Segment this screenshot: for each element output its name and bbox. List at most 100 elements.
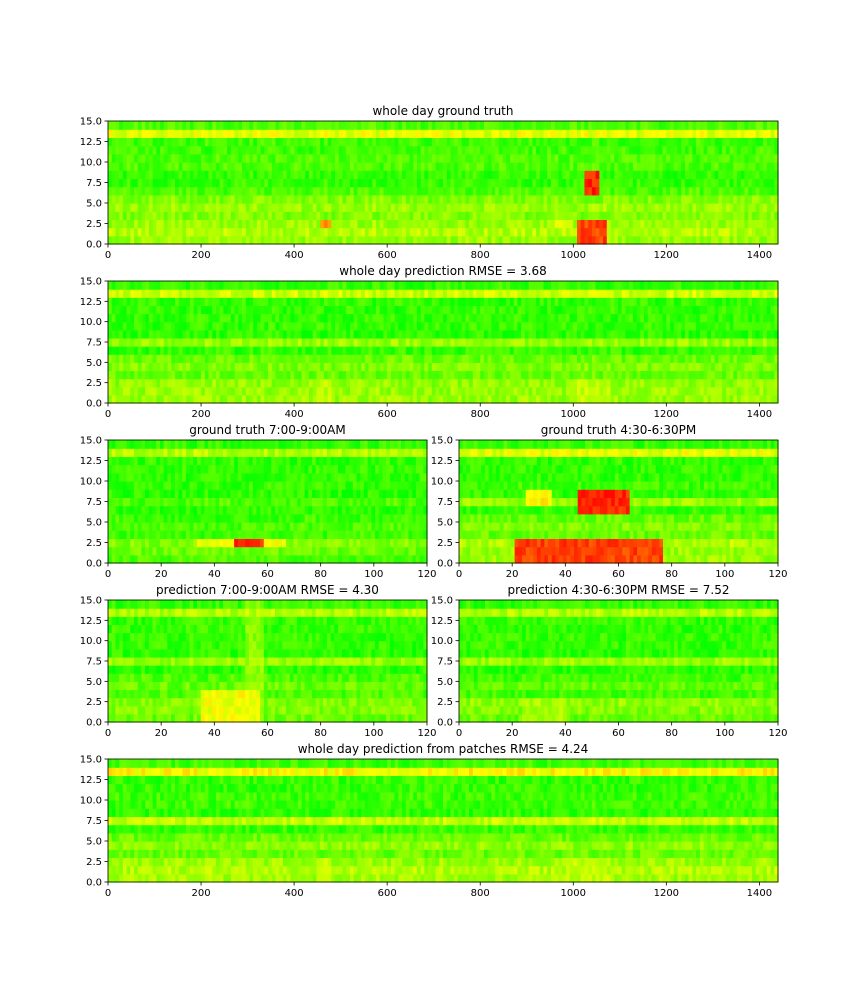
heatmap-cell [111, 370, 117, 380]
heatmap-cell [271, 211, 277, 220]
heatmap-cell [279, 386, 284, 396]
heatmap-cell [640, 162, 645, 171]
heatmap-cell [521, 194, 526, 204]
heatmap-cell [178, 346, 184, 355]
heatmap-cell [290, 162, 295, 171]
heatmap-cell [215, 137, 221, 147]
heatmap-cell [554, 227, 559, 237]
heatmap-cell [178, 203, 184, 212]
heatmap-cell [655, 354, 660, 363]
heatmap-cell [364, 178, 370, 188]
heatmap-cell [182, 186, 187, 196]
heatmap-cell [707, 186, 712, 196]
heatmap-cell [744, 121, 749, 130]
heatmap-cell [446, 121, 452, 130]
heatmap-cell [309, 219, 314, 229]
heatmap-cell [521, 129, 526, 138]
heatmap-cell [751, 313, 757, 323]
heatmap-cell [755, 178, 760, 188]
heatmap-cell [342, 121, 347, 130]
heatmap-cell [666, 186, 671, 196]
heatmap-cell [126, 194, 131, 204]
heatmap-cell [740, 153, 746, 163]
heatmap-cell [472, 394, 478, 404]
heatmap-cell [636, 394, 641, 404]
heatmap-cell [614, 219, 619, 229]
heatmap-cell [223, 378, 228, 388]
heatmap-cell [163, 386, 169, 396]
heatmap-cell [740, 321, 746, 331]
heatmap-cell [588, 153, 593, 163]
heatmap-cell [316, 162, 321, 171]
heatmap-cell [681, 121, 686, 130]
heatmap-cell [182, 162, 187, 171]
heatmap-cell [402, 121, 407, 130]
heatmap-cell [532, 137, 537, 147]
heatmap-cell [729, 145, 734, 155]
heatmap-cell [428, 162, 433, 171]
heatmap-cell [286, 337, 291, 347]
heatmap-cell [349, 170, 355, 179]
heatmap-cell [372, 386, 377, 396]
heatmap-cell [193, 178, 198, 188]
heatmap-cell [331, 378, 336, 388]
heatmap-cell [647, 313, 653, 323]
heatmap-cell [487, 329, 492, 339]
heatmap-cell [260, 211, 265, 220]
heatmap-cell [625, 219, 630, 229]
heatmap-cell [148, 329, 154, 339]
heatmap-cell [517, 362, 522, 372]
heatmap-cell [584, 313, 589, 323]
heatmap-cell [156, 129, 161, 138]
heatmap-cell [662, 162, 667, 171]
heatmap-cell [443, 346, 448, 355]
heatmap-cell [688, 329, 693, 339]
heatmap-cell [740, 235, 746, 245]
heatmap-cell [342, 346, 347, 355]
heatmap-cell [644, 227, 649, 237]
heatmap-cell [476, 186, 481, 196]
heatmap-cell [178, 137, 184, 147]
heatmap-cell [487, 378, 492, 388]
heatmap-cell [625, 337, 630, 347]
heatmap-cell [580, 378, 586, 388]
heatmap-cell [543, 162, 548, 171]
heatmap-cell [506, 121, 511, 130]
heatmap-cell [450, 362, 455, 372]
heatmap-cell [331, 354, 336, 363]
heatmap-cell [707, 227, 712, 237]
heatmap-cell [260, 227, 265, 237]
heatmap-cell [361, 170, 366, 179]
heatmap-cell [640, 337, 645, 347]
heatmap-cell [402, 362, 407, 372]
heatmap-cell [331, 121, 336, 130]
heatmap-cell [394, 162, 399, 171]
heatmap-cell [193, 121, 198, 130]
heatmap-cell [420, 305, 425, 315]
heatmap-cell [193, 337, 198, 347]
heatmap-cell [279, 145, 284, 155]
heatmap-cell [137, 305, 143, 315]
heatmap-cell [428, 178, 433, 188]
heatmap-cell [610, 211, 615, 220]
heatmap-cell [524, 194, 530, 204]
heatmap-cell [443, 211, 448, 220]
heatmap-cell [543, 129, 548, 138]
heatmap-cell [108, 170, 113, 179]
heatmap-cell [483, 337, 489, 347]
heatmap-cell [163, 378, 169, 388]
heatmap-cell [498, 227, 504, 237]
heatmap-cell [264, 178, 269, 188]
heatmap-cell [323, 219, 329, 229]
heatmap-cell [554, 170, 559, 179]
heatmap-cell [666, 162, 671, 171]
heatmap-cell [483, 194, 489, 204]
heatmap-cell [256, 378, 262, 388]
heatmap-cell [491, 354, 496, 363]
heatmap-cell [323, 386, 329, 396]
heatmap-cell [666, 329, 671, 339]
heatmap-cell [569, 378, 574, 388]
heatmap-cell [558, 378, 563, 388]
heatmap-cell [714, 153, 720, 163]
heatmap-cell [372, 370, 377, 380]
